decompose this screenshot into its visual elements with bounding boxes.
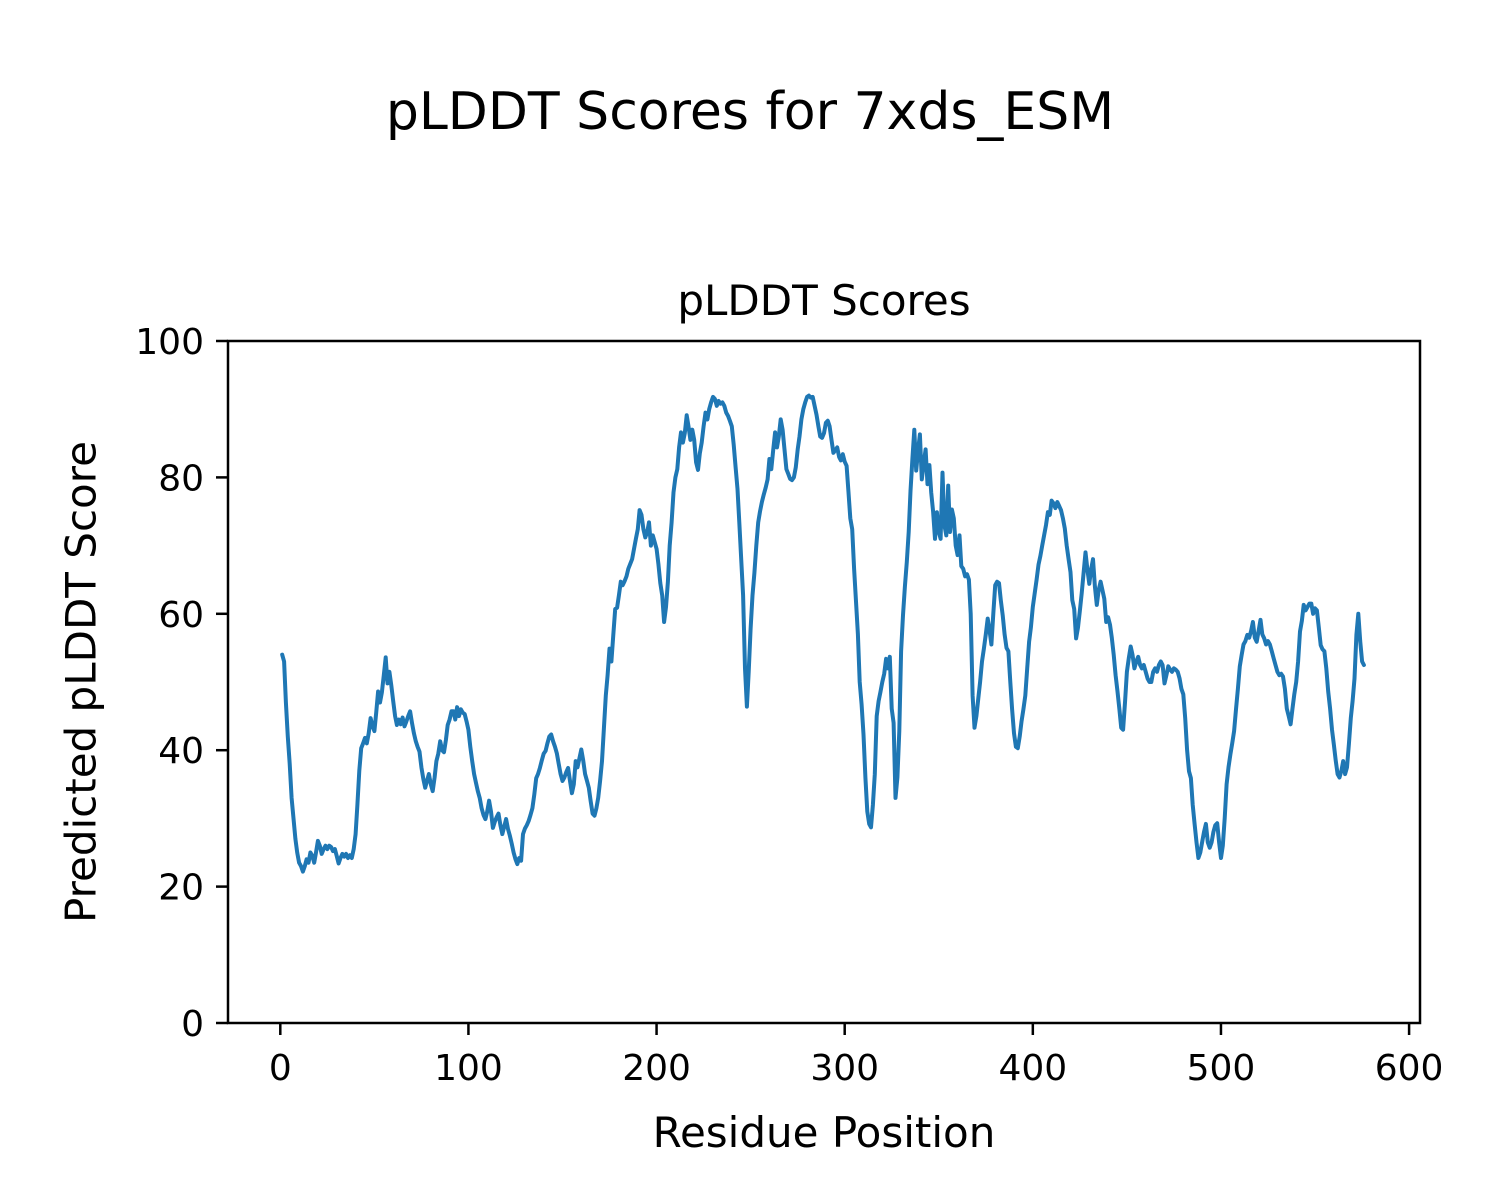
y-axis-label: Predicted pLDDT Score — [56, 441, 106, 923]
x-tick-label: 500 — [1187, 1048, 1256, 1089]
figure-title: pLDDT Scores for 7xds_ESM — [385, 82, 1115, 142]
axes-title: pLDDT Scores — [677, 276, 971, 325]
y-tick-label: 100 — [135, 322, 204, 363]
x-tick-label: 0 — [269, 1048, 292, 1089]
x-tick-label: 200 — [622, 1048, 691, 1089]
x-tick-label: 300 — [810, 1048, 879, 1089]
x-axis-label: Residue Position — [652, 1108, 996, 1157]
y-tick-label: 40 — [158, 731, 204, 772]
x-tick-label: 600 — [1375, 1048, 1444, 1089]
y-tick-label: 20 — [158, 868, 204, 909]
y-tick-label: 0 — [181, 1004, 204, 1045]
x-tick-label: 100 — [434, 1048, 503, 1089]
x-tick-label: 400 — [998, 1048, 1067, 1089]
axes-frame — [226, 339, 1422, 1025]
y-tick-label: 80 — [158, 458, 204, 499]
y-tick-label: 60 — [158, 595, 204, 636]
plddt-line — [280, 393, 1366, 874]
